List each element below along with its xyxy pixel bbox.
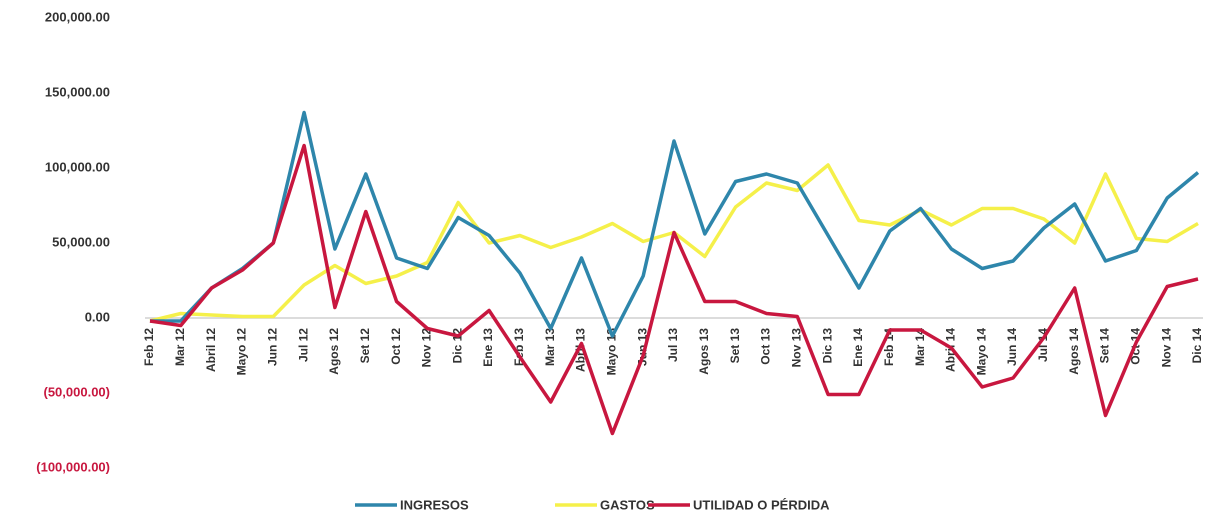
- legend-label: UTILIDAD O PÉRDIDA: [693, 497, 830, 512]
- x-tick-label: Mayo 12: [235, 328, 249, 376]
- x-tick-label: Mayo 13: [605, 328, 619, 376]
- y-tick-label: 100,000.00: [45, 159, 110, 174]
- x-tick-label: Feb 12: [142, 328, 156, 366]
- x-tick-label: Jun 14: [1005, 328, 1019, 366]
- x-tick-label: Mar 14: [913, 328, 927, 366]
- y-tick-label: 200,000.00: [45, 9, 110, 24]
- x-tick-label: Dic 13: [820, 328, 834, 364]
- x-tick-label: Agos 14: [1067, 328, 1081, 375]
- legend-label: GASTOS: [600, 497, 655, 512]
- x-tick-label: Jun 12: [265, 328, 279, 366]
- x-tick-label: Mar 13: [543, 328, 557, 366]
- x-tick-label: Jun 13: [635, 328, 649, 366]
- series-line: [149, 143, 1199, 436]
- x-tick-label: Abril 14: [944, 328, 958, 372]
- x-tick-label: Ene 13: [481, 328, 495, 367]
- y-tick-label: (50,000.00): [44, 384, 111, 399]
- y-tick-label: 0.00: [85, 309, 110, 324]
- x-tick-label: Feb 13: [512, 328, 526, 366]
- x-tick-label: Nov 13: [789, 328, 803, 368]
- x-tick-label: Set 12: [358, 328, 372, 364]
- x-tick-label: Agos 13: [697, 328, 711, 375]
- series-line: [149, 163, 1199, 323]
- series-line: [150, 110, 1200, 338]
- x-tick-label: Abril 12: [204, 328, 218, 372]
- x-tick-label: Nov 14: [1159, 328, 1173, 368]
- x-tick-label: Nov 12: [420, 328, 434, 368]
- x-tick-label: Abril 13: [574, 328, 588, 372]
- x-tick-label: Dic 14: [1190, 328, 1204, 364]
- legend-label: INGRESOS: [400, 497, 469, 512]
- x-tick-label: Set 13: [728, 328, 742, 364]
- x-tick-label: Jul 13: [666, 328, 680, 362]
- x-tick-label: Mayo 14: [974, 328, 988, 376]
- x-tick-label: Ene 14: [851, 328, 865, 367]
- x-tick-label: Mar 12: [173, 328, 187, 366]
- x-tick-label: Oct 12: [389, 328, 403, 365]
- y-tick-label: (100,000.00): [36, 459, 110, 474]
- x-tick-label: Oct 13: [759, 328, 773, 365]
- x-tick-label: Jul 12: [296, 328, 310, 362]
- x-tick-label: Agos 12: [327, 328, 341, 375]
- y-tick-label: 150,000.00: [45, 84, 110, 99]
- x-tick-label: Set 14: [1098, 328, 1112, 364]
- y-tick-label: 50,000.00: [52, 234, 110, 249]
